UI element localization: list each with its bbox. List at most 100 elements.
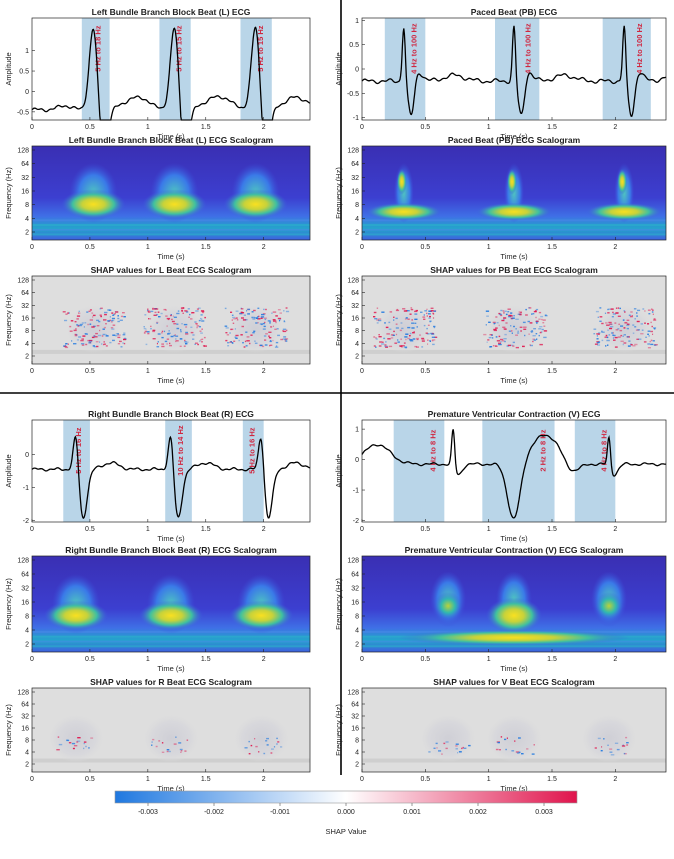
shap-negative-cell [504, 738, 507, 741]
shap-positive-cell [601, 746, 603, 748]
shap-positive-cell [166, 325, 168, 327]
shap-positive-cell [268, 337, 272, 339]
shap-negative-cell [265, 740, 268, 742]
shap-positive-cell [401, 346, 403, 348]
shap-negative-cell [245, 331, 248, 333]
x-tick-label: 1 [487, 776, 491, 783]
shap-positive-cell [650, 330, 653, 333]
shap-negative-cell [420, 311, 423, 313]
shap-negative-cell [455, 743, 459, 745]
band-label: 4 Hz to 100 Hz [635, 23, 644, 74]
shap-positive-cell [543, 325, 546, 327]
shap-negative-cell [431, 336, 436, 338]
shap-positive-cell [388, 345, 393, 348]
shap-positive-cell [539, 343, 543, 346]
colorbar-tick-label: 0.000 [337, 809, 355, 816]
shap-positive-cell [373, 316, 376, 318]
shap-negative-cell [246, 310, 248, 312]
shap-positive-cell [654, 344, 658, 346]
shap-negative-cell [283, 310, 285, 312]
shap-positive-cell [201, 341, 203, 343]
x-tick-label: 2 [262, 124, 266, 131]
shap-positive-cell [519, 312, 522, 314]
y-tick-label: 128 [17, 148, 29, 155]
shap-positive-cell [226, 334, 230, 336]
shap-positive-cell [274, 328, 277, 330]
shap-positive-cell [399, 329, 402, 332]
y-tick-label: -1 [23, 485, 29, 492]
shap-positive-cell [270, 326, 273, 328]
shap-negative-cell [433, 326, 436, 329]
x-tick-label: 1.5 [201, 124, 211, 131]
shap-positive-cell [202, 311, 204, 314]
shap-positive-cell [609, 323, 613, 325]
shap-negative-cell [117, 333, 119, 335]
shap-negative-cell [102, 328, 105, 330]
shap-negative-cell [78, 310, 80, 313]
shap-positive-cell [496, 340, 501, 342]
shap-positive-cell [535, 310, 537, 312]
shap-negative-cell [524, 334, 526, 337]
x-axis-label: Time (s) [157, 534, 185, 543]
shap-positive-cell [166, 338, 170, 340]
shap-positive-cell [152, 738, 155, 741]
shap-positive-cell [180, 751, 182, 753]
shap-positive-cell [235, 317, 238, 319]
shap-negative-cell [278, 319, 282, 321]
shap-positive-cell [542, 319, 546, 321]
shap-positive-cell [241, 312, 244, 314]
shap-negative-cell [176, 327, 180, 330]
shap-positive-cell [594, 747, 597, 749]
shap-positive-cell [265, 308, 267, 311]
shap-negative-cell [412, 338, 416, 340]
shap-negative-cell [251, 316, 254, 319]
shap-positive-cell [99, 329, 101, 332]
shap-positive-cell [441, 753, 443, 755]
scalogram-energy-blob [44, 600, 109, 631]
shap-positive-cell [231, 328, 234, 330]
shap-positive-cell [203, 345, 207, 347]
shap-negative-cell [234, 336, 237, 338]
shap-negative-cell [88, 747, 90, 749]
shap-positive-cell [103, 341, 105, 343]
shap-positive-cell [147, 311, 151, 313]
shap-positive-cell [77, 325, 80, 327]
shap-negative-cell [185, 331, 188, 334]
shap-negative-cell [622, 335, 624, 337]
shap-positive-cell [403, 310, 408, 312]
shap-negative-cell [181, 323, 183, 325]
shap-positive-cell [185, 326, 188, 328]
shap-positive-cell [436, 747, 438, 749]
shap-positive-cell [508, 314, 512, 317]
ecg-frame [361, 419, 667, 523]
scalogram-peak [507, 168, 517, 195]
shap-positive-cell [542, 322, 545, 324]
shap-negative-cell [426, 327, 428, 330]
shap-positive-cell [244, 340, 247, 343]
shap-positive-cell [643, 341, 647, 343]
shap-negative-cell [647, 333, 649, 335]
shap-negative-cell [377, 319, 382, 322]
shap-positive-cell [75, 328, 77, 330]
shap-negative-cell [180, 330, 182, 333]
shap-positive-cell [77, 737, 81, 739]
shap-negative-cell [503, 338, 507, 340]
shap-negative-cell [190, 326, 193, 328]
shap-negative-cell [536, 338, 538, 340]
shap-cone [486, 714, 542, 763]
shap-negative-cell [252, 332, 255, 334]
shap-negative-cell [496, 322, 499, 324]
band-label: 2 Hz to 8 Hz [539, 429, 548, 471]
shap-positive-cell [175, 340, 177, 343]
shap-negative-cell [224, 325, 228, 327]
shap-positive-cell [389, 311, 393, 313]
highlight-band [495, 18, 540, 120]
x-tick-label: 1 [487, 368, 491, 375]
colorbar: -0.003 -0.002 -0.001 0.000 0.001 0.002 0.003 S… [114, 790, 578, 836]
shap-positive-cell [154, 311, 157, 314]
scalogram-V: 128 64 32 16 8 4 2 Frequency (Hz) 0 0.5 1 1.5 2 Time … [334, 545, 667, 673]
shap-positive-cell [143, 332, 146, 334]
shap-positive-cell [190, 331, 194, 334]
shap-positive-cell [100, 315, 102, 318]
shap-negative-cell [517, 332, 520, 334]
